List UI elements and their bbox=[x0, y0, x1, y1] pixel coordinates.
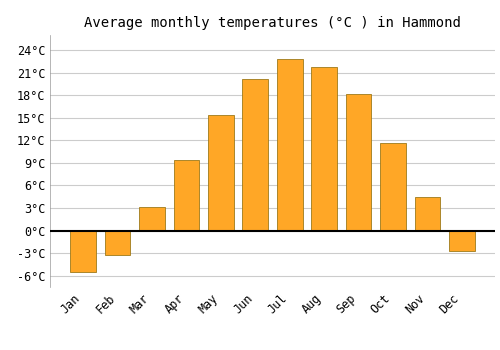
Bar bbox=[139, 207, 165, 231]
Bar bbox=[174, 160, 200, 231]
Bar bbox=[242, 79, 268, 231]
Bar bbox=[104, 231, 130, 256]
Bar bbox=[311, 67, 337, 231]
Bar bbox=[414, 197, 440, 231]
Bar bbox=[70, 231, 96, 272]
Bar bbox=[449, 231, 475, 251]
Bar bbox=[208, 115, 234, 231]
Title: Average monthly temperatures (°C ) in Hammond: Average monthly temperatures (°C ) in Ha… bbox=[84, 16, 461, 30]
Bar bbox=[277, 59, 302, 231]
Bar bbox=[346, 94, 372, 231]
Bar bbox=[380, 143, 406, 231]
